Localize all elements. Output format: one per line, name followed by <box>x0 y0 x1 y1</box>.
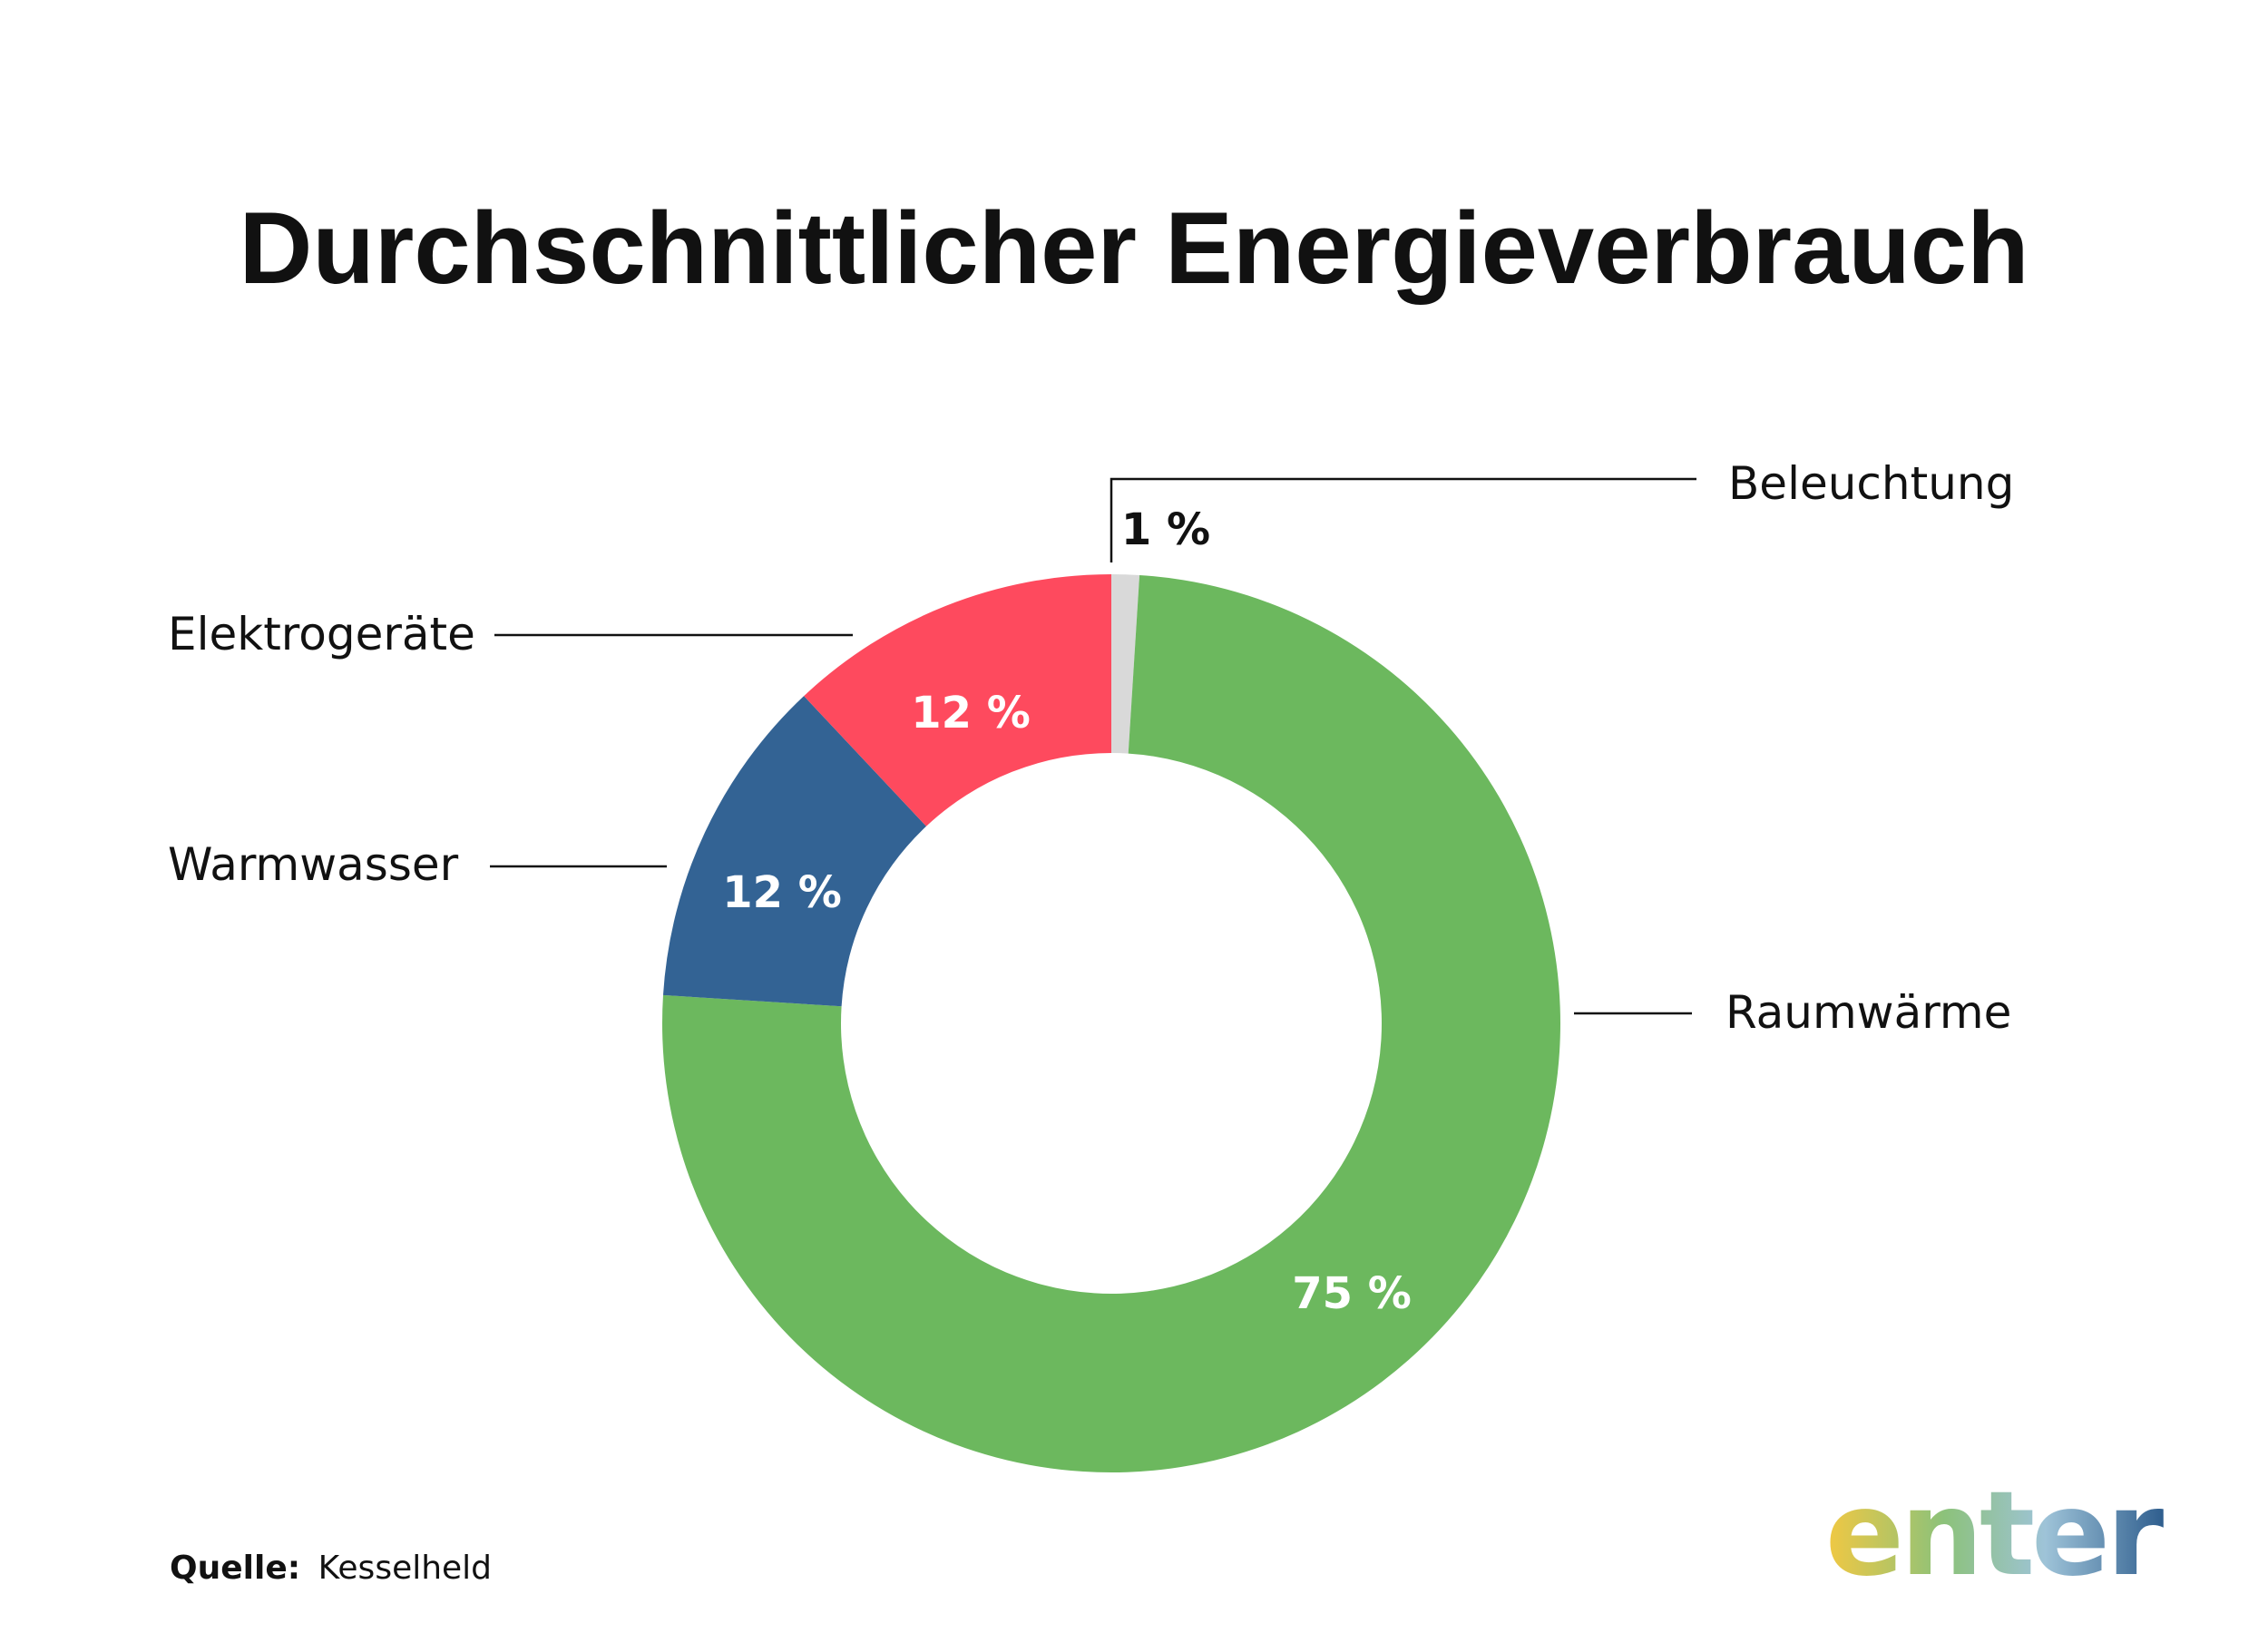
category-label-beleuchtung: Beleuchtung <box>1728 457 2014 510</box>
category-label-raumwaerme: Raumwärme <box>1725 986 2011 1039</box>
category-label-warmwasser: Warmwasser <box>168 838 459 891</box>
chart-title: Durchschnittlicher Energieverbrauch <box>239 191 2028 305</box>
slice-beleuchtung <box>1111 574 1140 754</box>
leader-line-beleuchtung <box>1110 477 1696 562</box>
slice-warmwasser <box>662 696 927 1007</box>
value-label-warmwasser: 12 % <box>722 867 842 918</box>
source-label: Quelle: <box>170 1550 300 1587</box>
slice-raumwaerme <box>662 574 1561 1472</box>
category-label-elektrogeraete: Elektrogeräte <box>168 608 475 660</box>
enter-logo: enter <box>1825 1467 2164 1602</box>
value-label-elektrogeraete: 12 % <box>911 688 1031 738</box>
donut-slices <box>662 574 1561 1472</box>
source-value: Kesselheld <box>318 1550 492 1587</box>
slice-elektrogeraete <box>804 574 1111 826</box>
source-note: Quelle: Kesselheld <box>170 1550 492 1587</box>
value-label-raumwaerme: 75 % <box>1292 1268 1412 1319</box>
value-label-beleuchtung: 1 % <box>1121 504 1210 555</box>
